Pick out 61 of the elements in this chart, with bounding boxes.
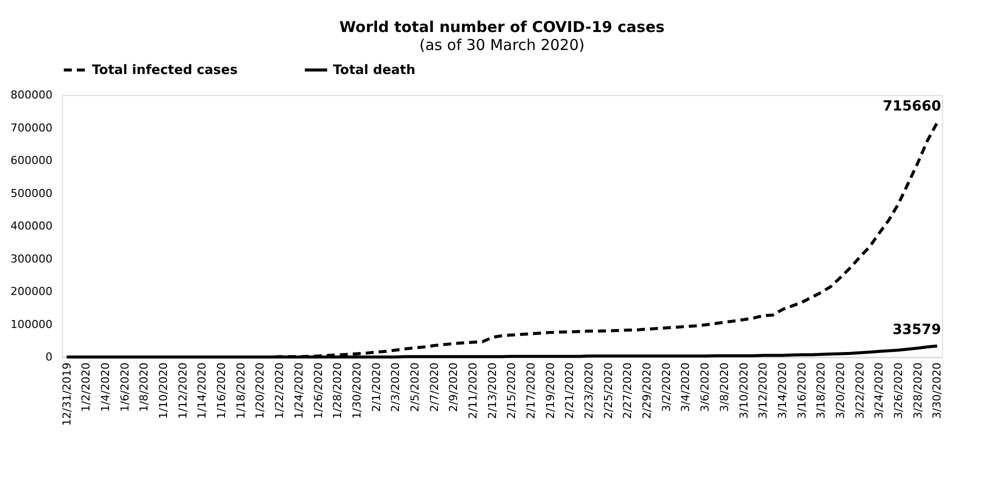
x-tick-label: 12/31/2019 [60,362,74,426]
x-tick-label: 2/23/2020 [582,362,596,419]
y-tick-label: 400000 [10,220,52,232]
x-tick-label: 3/8/2020 [718,362,731,412]
x-tick-label: 1/12/2020 [176,362,190,419]
x-tick-label: 1/28/2020 [331,362,344,419]
x-tick-label: 2/7/2020 [428,362,441,412]
x-tick-label: 3/18/2020 [814,362,828,419]
y-tick-label: 100000 [10,318,52,331]
x-tick-label: 3/2/2020 [660,362,673,412]
x-tick-label: 2/11/2020 [466,362,480,419]
annotation: 33579 [892,322,942,338]
legend-label: Total infected cases [92,63,238,78]
x-tick-label: 3/20/2020 [834,362,847,419]
x-tick-label: 1/20/2020 [254,362,267,419]
y-tick-label: 700000 [10,121,52,134]
x-tick-label: 3/30/2020 [930,362,944,419]
x-tick-label: 2/21/2020 [563,362,576,419]
legend-label: Total death [333,63,416,78]
x-tick-label: 2/19/2020 [544,362,557,419]
chart-title: World total number of COVID-19 cases [339,18,665,36]
x-tick-label: 3/22/2020 [853,362,866,419]
x-tick-label: 1/10/2020 [157,362,170,419]
x-tick-label: 1/24/2020 [292,362,306,419]
x-tick-label: 2/15/2020 [505,362,518,419]
x-tick-label: 3/12/2020 [756,362,770,419]
annotation: 715660 [882,98,942,115]
x-tick-label: 1/4/2020 [99,362,112,412]
x-tick-label: 1/14/2020 [196,362,209,419]
x-tick-label: 2/1/2020 [370,362,383,412]
y-tick-label: 0 [46,350,52,364]
x-tick-label: 1/8/2020 [138,362,151,412]
y-tick-label: 500000 [10,186,52,200]
x-tick-label: 3/6/2020 [698,362,712,412]
x-tick-label: 3/28/2020 [911,362,924,419]
x-tick-label: 2/5/2020 [408,362,422,412]
y-tick-label: 300000 [10,252,52,266]
x-tick-label: 3/26/2020 [892,362,905,419]
x-tick-label: 2/29/2020 [640,362,654,419]
x-tick-label: 3/14/2020 [776,362,789,419]
x-tick-label: 1/16/2020 [215,362,228,419]
x-tick-label: 1/22/2020 [273,362,286,419]
x-tick-label: 2/3/2020 [389,362,402,412]
y-tick-label: 200000 [10,285,52,298]
x-tick-label: 3/16/2020 [795,362,808,419]
chart-subtitle: (as of 30 March 2020) [419,36,585,54]
x-tick-label: 3/24/2020 [872,362,886,419]
y-tick-label: 800000 [10,88,52,102]
x-tick-label: 1/26/2020 [312,362,325,419]
x-tick-label: 3/10/2020 [737,362,750,419]
x-tick-label: 1/30/2020 [350,362,364,419]
x-tick-label: 1/6/2020 [118,362,132,412]
x-tick-label: 1/2/2020 [80,362,93,412]
x-tick-label: 2/13/2020 [486,362,499,419]
y-tick-label: 600000 [10,154,52,167]
x-tick-label: 3/4/2020 [679,362,692,412]
x-tick-label: 2/17/2020 [524,362,538,419]
x-tick-label: 2/9/2020 [447,362,460,412]
x-tick-label: 2/25/2020 [602,362,615,419]
x-tick-label: 1/18/2020 [234,362,248,419]
x-tick-label: 2/27/2020 [621,362,634,419]
